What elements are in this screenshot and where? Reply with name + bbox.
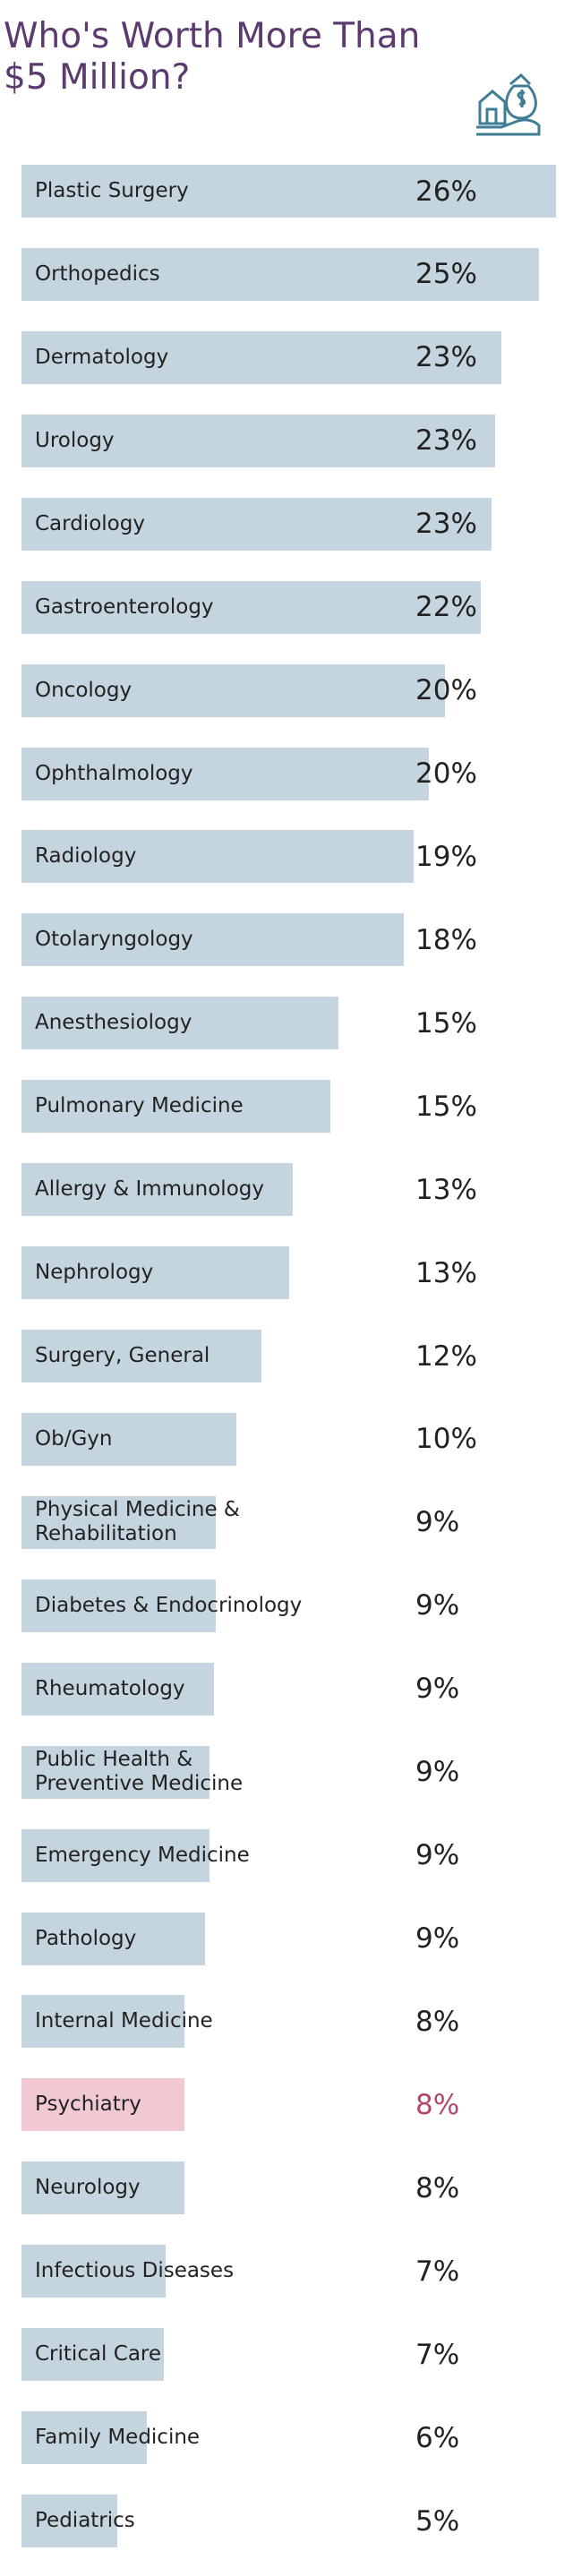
- value-label: 9%: [415, 1589, 460, 1622]
- category-label: Public Health & Preventive Medicine: [35, 1748, 244, 1796]
- category-label: Neurology: [35, 2176, 141, 2200]
- bar: [21, 2245, 166, 2298]
- bar: [21, 497, 492, 551]
- value-label: 8%: [415, 2088, 460, 2121]
- value-label: 13%: [415, 1173, 477, 1206]
- bar: [21, 2161, 184, 2215]
- value-label: 8%: [415, 2171, 460, 2204]
- category-label: Emergency Medicine: [35, 1843, 250, 1867]
- value-label: 26%: [415, 175, 477, 208]
- category-label: Radiology: [35, 844, 137, 869]
- value-label: 25%: [415, 258, 477, 291]
- value-label: 6%: [415, 2421, 460, 2454]
- bar: [21, 2078, 184, 2132]
- category-label: Physical Medicine & Rehabilitation: [35, 1498, 240, 1546]
- bar: [21, 1163, 294, 1217]
- bar: [21, 580, 482, 634]
- value-label: 9%: [415, 1839, 460, 1872]
- category-label: Pulmonary Medicine: [35, 1094, 244, 1118]
- category-label: Plastic Surgery: [35, 179, 189, 202]
- category-label: Anesthesiology: [35, 1011, 192, 1035]
- value-label: 9%: [415, 1673, 460, 1706]
- value-label: 8%: [415, 2005, 460, 2038]
- bar: [21, 663, 446, 717]
- bar: [21, 165, 556, 218]
- bar: [21, 1330, 262, 1383]
- category-label: Nephrology: [35, 1261, 154, 1285]
- category-label: Ophthalmology: [35, 761, 193, 785]
- value-label: 19%: [415, 840, 477, 873]
- category-label: Orthopedics: [35, 261, 160, 286]
- category-label: Dermatology: [35, 345, 169, 369]
- category-label: Infectious Diseases: [35, 2259, 235, 2283]
- bar: [21, 1828, 210, 1882]
- bar: [21, 1495, 216, 1549]
- value-label: 9%: [415, 1756, 460, 1789]
- value-label: 15%: [415, 1006, 477, 1040]
- value-label: 9%: [415, 1506, 460, 1539]
- bar: [21, 2411, 147, 2465]
- money-icon: [476, 73, 541, 136]
- category-label: Allergy & Immunology: [35, 1177, 264, 1202]
- value-label: 18%: [415, 923, 477, 956]
- bar: [21, 2328, 164, 2382]
- value-label: 7%: [415, 2338, 460, 2371]
- bar: [21, 247, 540, 301]
- bar: [21, 330, 502, 384]
- bar: [21, 414, 496, 467]
- bar: [21, 2495, 118, 2548]
- value-label: 23%: [415, 508, 477, 541]
- value-label: 9%: [415, 1922, 460, 1956]
- bar: [21, 1412, 237, 1466]
- category-label: Critical Care: [35, 2342, 162, 2366]
- category-label: Pediatrics: [35, 2509, 135, 2533]
- value-label: 20%: [415, 757, 477, 790]
- category-label: Psychiatry: [35, 2092, 141, 2117]
- bar: [21, 747, 429, 800]
- category-label: Ob/Gyn: [35, 1426, 113, 1451]
- value-label: 7%: [415, 2255, 460, 2288]
- bar: [21, 1995, 184, 2049]
- bar: [21, 1246, 289, 1300]
- category-label: Otolaryngology: [35, 928, 193, 952]
- category-label: Pathology: [35, 1926, 137, 1950]
- category-label: Urology: [35, 428, 115, 452]
- bar: [21, 830, 415, 884]
- value-label: 12%: [415, 1339, 477, 1373]
- category-label: Rheumatology: [35, 1676, 185, 1700]
- category-label: Surgery, General: [35, 1344, 210, 1368]
- chart-title: Who's Worth More Than $5 Million?: [4, 16, 421, 98]
- category-label: Oncology: [35, 678, 133, 702]
- value-label: 10%: [415, 1423, 477, 1456]
- value-label: 5%: [415, 2504, 460, 2537]
- bar: [21, 1579, 216, 1632]
- bar: [21, 1745, 210, 1799]
- bar: [21, 1912, 206, 1965]
- category-label: Family Medicine: [35, 2426, 201, 2450]
- value-label: 15%: [415, 1090, 477, 1123]
- category-label: Diabetes & Endocrinology: [35, 1593, 303, 1617]
- bar: [21, 997, 339, 1050]
- value-label: 20%: [415, 674, 477, 707]
- bar: [21, 913, 404, 967]
- category-label: Internal Medicine: [35, 2009, 213, 2033]
- category-label: Cardiology: [35, 511, 145, 535]
- value-label: 13%: [415, 1256, 477, 1289]
- value-label: 22%: [415, 591, 477, 624]
- value-label: 23%: [415, 424, 477, 458]
- category-label: Gastroenterology: [35, 595, 214, 619]
- bar: [21, 1080, 331, 1134]
- bar: [21, 1662, 214, 1716]
- value-label: 23%: [415, 341, 477, 374]
